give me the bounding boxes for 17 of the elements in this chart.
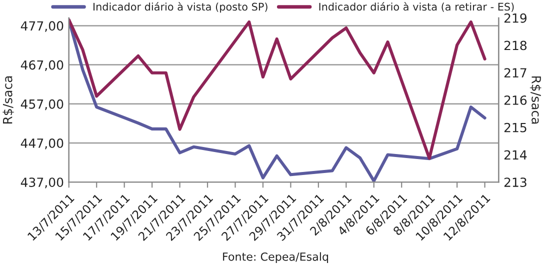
legend-label: Indicador diário à vista (posto SP)	[94, 2, 268, 13]
y2-tick-label: 219	[504, 13, 526, 23]
source-note: Fonte: Cepea/Esalq	[223, 252, 328, 263]
y2-axis-title: R$/saca	[530, 76, 542, 124]
y-tick-label: 447,00	[20, 138, 64, 150]
y2-tick-label: 214	[504, 150, 527, 160]
y2-tick-label: 215	[504, 122, 526, 132]
y-tick-label: 457,00	[20, 99, 64, 110]
y-tick-label: 467,00	[20, 60, 64, 72]
y2-tick-label: 213	[504, 178, 526, 188]
y-tick-label: 477,00	[20, 21, 64, 32]
y2-tick-label: 217	[504, 68, 526, 78]
y-tick-label: 437,00	[20, 178, 64, 188]
y-axis-title: R$/saca	[2, 76, 14, 124]
y2-tick-label: 216	[504, 95, 527, 105]
y2-tick-label: 218	[504, 40, 527, 50]
legend-label: Indicador diário à vista (a retirar - ES)	[319, 2, 514, 12]
